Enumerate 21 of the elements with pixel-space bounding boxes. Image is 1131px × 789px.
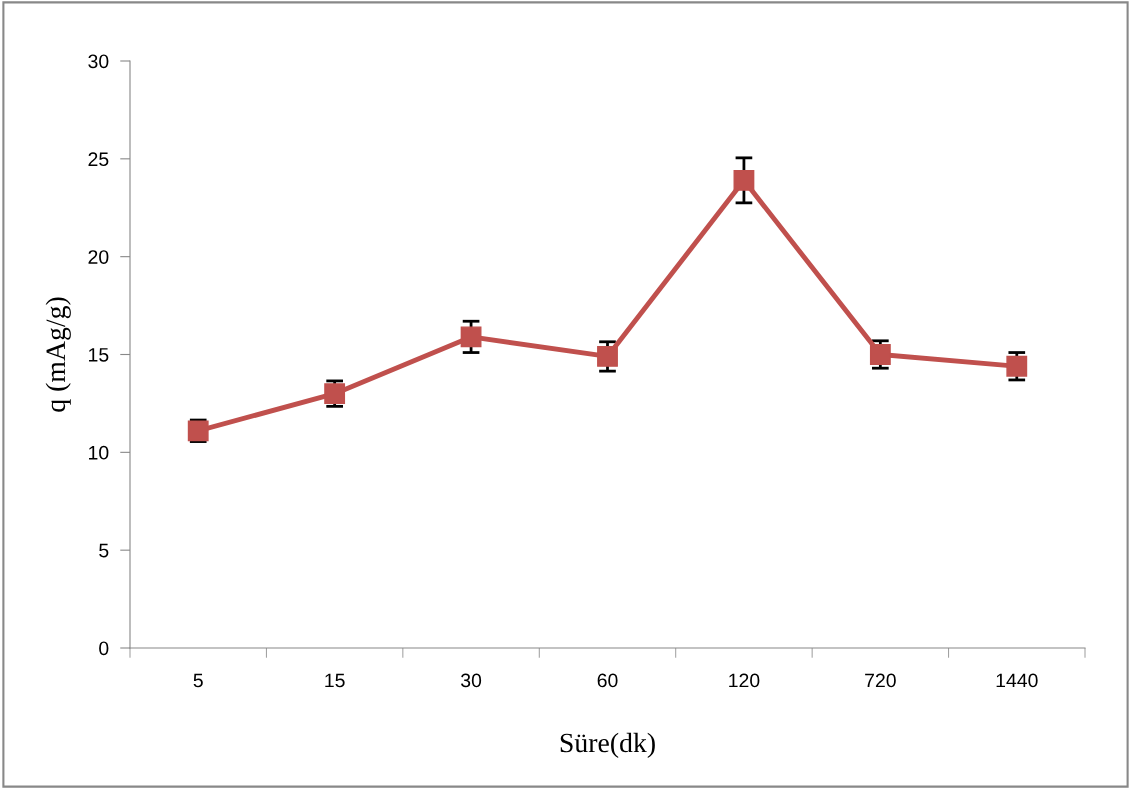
y-axis-title: q (mAg/g) — [45, 297, 71, 412]
point — [460, 326, 482, 348]
point — [869, 344, 891, 365]
x-tick-label: 60 — [597, 673, 618, 688]
x-tick-label: 120 — [729, 673, 760, 688]
x-tick-label: 1440 — [996, 673, 1038, 688]
y-tick-label: 15 — [89, 348, 109, 362]
point — [597, 346, 618, 367]
point — [1006, 355, 1028, 377]
y-tick-label: 5 — [99, 543, 109, 558]
y-tick-label: 30 — [88, 54, 109, 69]
y-tick-label: 25 — [88, 152, 109, 167]
x-axis-title: Süre(dk) — [560, 732, 655, 758]
x-tick-label: 5 — [193, 673, 203, 688]
y-tick-label: 10 — [89, 445, 109, 460]
x-tick-label: 30 — [461, 673, 482, 688]
y-tick-label: 0 — [99, 641, 109, 656]
x-tick-label: 720 — [865, 673, 896, 688]
point — [733, 169, 755, 191]
y-tick-label: 20 — [88, 250, 109, 264]
x-tick-label: 15 — [325, 673, 345, 688]
